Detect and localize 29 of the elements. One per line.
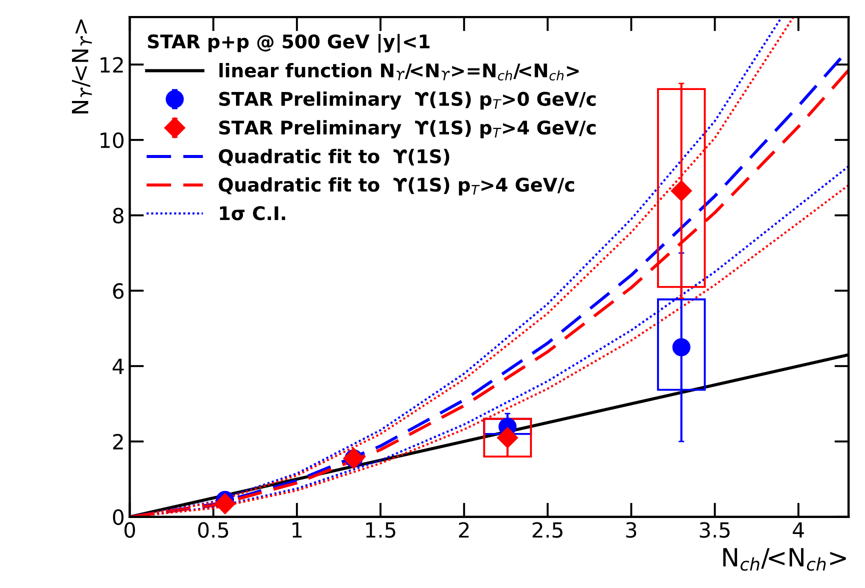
legend-label: STAR Preliminary ϒ(1S) p$_{T}$>4 GeV/c [219, 120, 596, 138]
y-tick-label: 8 [113, 208, 124, 224]
x-tick-label: 3 [626, 522, 636, 538]
point [672, 338, 690, 356]
legend-label: Quadratic fit to ϒ(1S) p$_{T}$>4 GeV/c [218, 177, 574, 196]
x-tick-label: 2.5 [532, 522, 562, 538]
legend-title: STAR p+p @ 500 GeV |y|<1 [148, 34, 430, 53]
y-tick-label: 0 [113, 509, 124, 526]
x-axis-title: N$_{ch}$/<N$_{ch}$> [723, 548, 846, 571]
x-tick-label: 4 [792, 522, 804, 538]
y-tick-label: 12 [100, 56, 123, 72]
legend-label: 1σ C.I. [220, 206, 286, 220]
x-tick-label: 1.5 [366, 522, 396, 538]
text: linear function N$_{ϒ}$/<N$_{ϒ}$>=N$_{ch}$/<N$_{ch}$> [219, 62, 579, 80]
bar [483, 418, 532, 458]
y-tick-label: 2 [113, 434, 123, 450]
x-tick-label: 0 [124, 522, 135, 538]
y-axis-title: N$_{ϒ}$/<N$_{ϒ}$> [72, 19, 92, 114]
x-tick-label: 0.5 [198, 522, 228, 538]
point [670, 180, 692, 202]
legend-label: STAR Preliminary ϒ(1S) p$_{T}$>0 GeV/c [219, 91, 596, 110]
legend-label: Quadratic fit to ϒ(1S) [218, 148, 450, 166]
y-tick-label: 10 [100, 132, 124, 148]
x-tick-label: 1 [292, 522, 302, 538]
x-tick-label: 2 [458, 522, 469, 538]
point [214, 493, 236, 514]
y-tick-label: 6 [113, 283, 124, 299]
x-tick-label: 3.5 [700, 522, 730, 538]
y-tick-label: 4 [112, 358, 124, 374]
